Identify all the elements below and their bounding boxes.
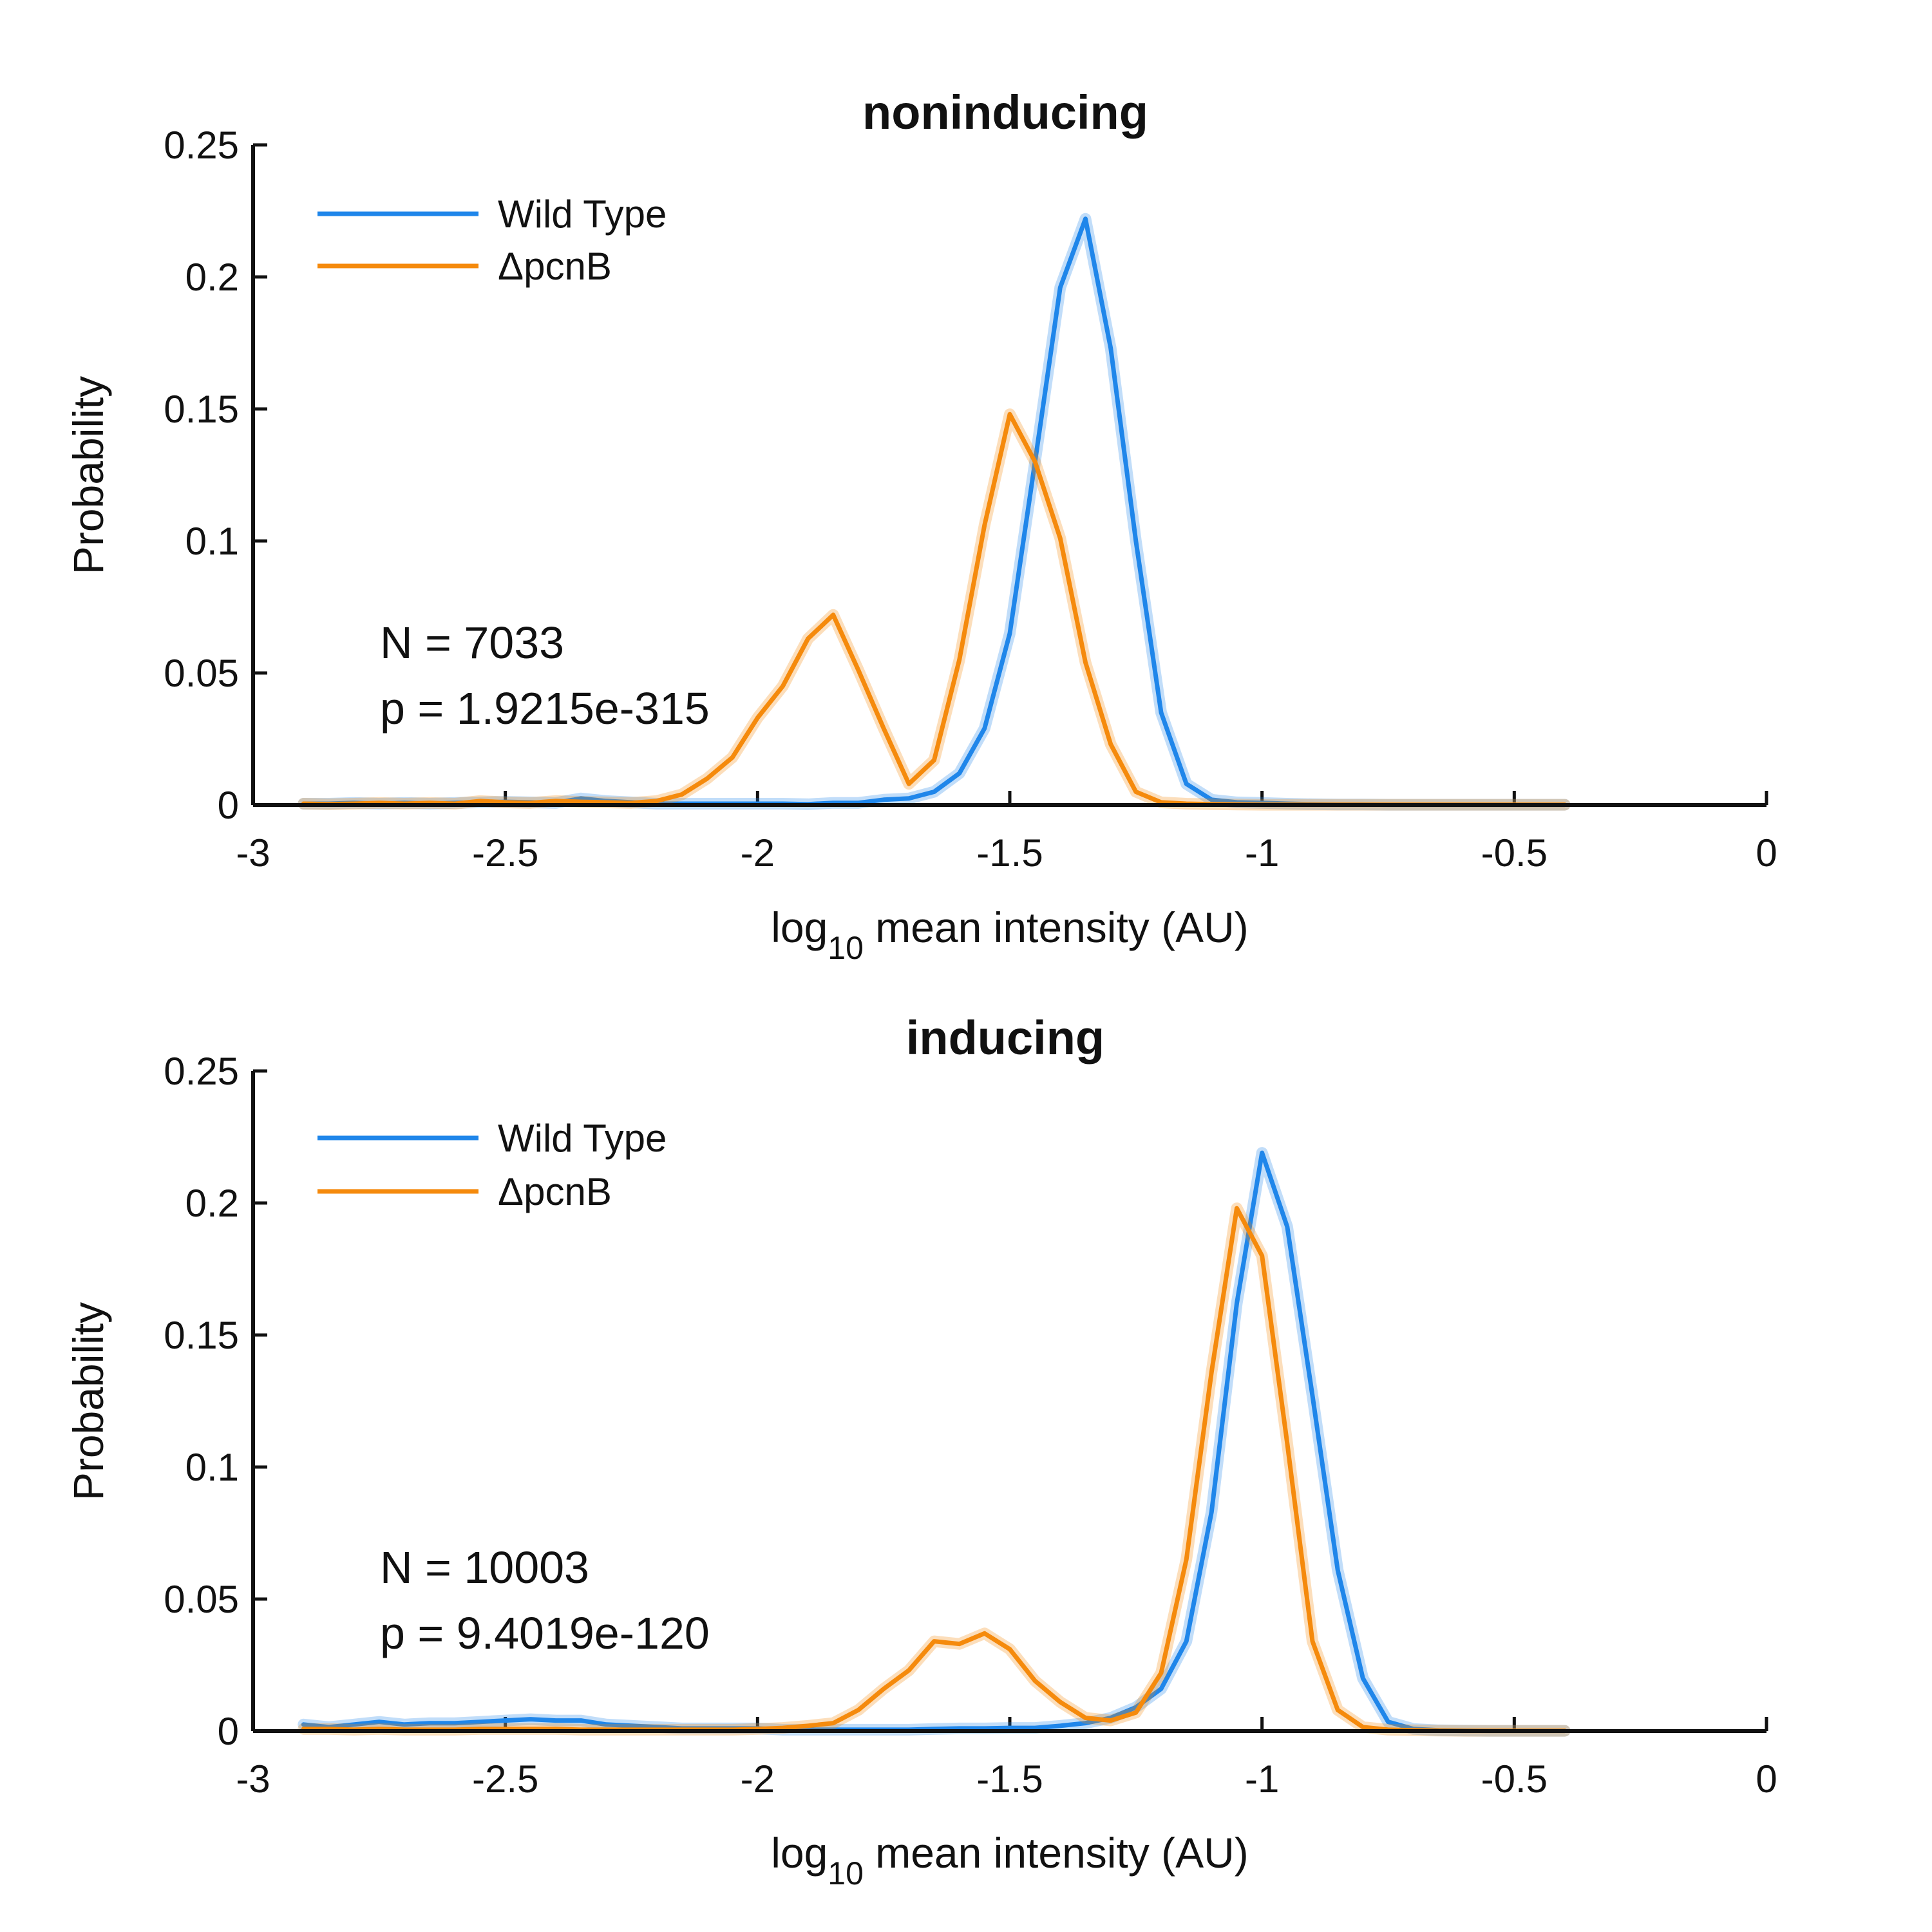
x-tick-label: -0.5 xyxy=(1481,831,1548,875)
chart-title: inducing xyxy=(906,1011,1104,1065)
y-tick-label: 0.05 xyxy=(164,1578,239,1621)
series-band-pcnb xyxy=(298,408,1571,811)
legend-label-wild-type: Wild Type xyxy=(498,193,667,236)
series-lines xyxy=(298,1147,1571,1737)
x-tick-label: -2.5 xyxy=(472,831,538,875)
x-tick-label: -1.5 xyxy=(976,1757,1043,1801)
y-tick-label: 0.25 xyxy=(164,124,239,167)
x-axis-label-rest: mean intensity (AU) xyxy=(864,904,1249,951)
x-tick-label: 0 xyxy=(1756,1757,1777,1801)
x-tick-label: -0.5 xyxy=(1481,1757,1548,1801)
x-axis-label-sub: 10 xyxy=(828,930,864,966)
x-axis-label-log: log xyxy=(771,904,828,951)
legend-label-pcnb: ΔpcnB xyxy=(498,1170,612,1213)
annotation-p: p = 9.4019e-120 xyxy=(380,1608,710,1658)
panel-noninducing: noninducing 0 0.05 0.1 0.15 0.2 0.25 -3 -2.5 -2… xyxy=(64,86,1777,966)
legend: Wild Type ΔpcnB xyxy=(317,193,667,288)
x-axis-label-log: log xyxy=(771,1829,828,1877)
y-tick-label: 0.15 xyxy=(164,388,239,431)
y-tick-label: 0 xyxy=(218,784,239,827)
x-axis-label: log10 mean intensity (AU) xyxy=(771,904,1249,966)
y-tick-label: 0.2 xyxy=(185,256,239,299)
legend: Wild Type ΔpcnB xyxy=(317,1117,667,1213)
y-tick-label: 0.1 xyxy=(185,1446,239,1489)
x-tick-label: -3 xyxy=(236,831,270,875)
x-tick-label: -1.5 xyxy=(976,831,1043,875)
legend-label-wild-type: Wild Type xyxy=(498,1117,667,1160)
legend-label-pcnb: ΔpcnB xyxy=(498,245,612,288)
x-tick-label: -2 xyxy=(741,1757,775,1801)
y-axis-label: Probability xyxy=(64,376,112,574)
x-tick-label: -2 xyxy=(741,831,775,875)
x-tick-label: -1 xyxy=(1245,831,1279,875)
x-axis-label-sub: 10 xyxy=(828,1855,864,1891)
x-tick-label: -1 xyxy=(1245,1757,1279,1801)
annotation-n: N = 7033 xyxy=(380,618,564,668)
annotation-p: p = 1.9215e-315 xyxy=(380,683,710,734)
chart-title: noninducing xyxy=(862,86,1148,139)
y-tick-label: 0 xyxy=(218,1710,239,1753)
x-axis-label-rest: mean intensity (AU) xyxy=(864,1829,1249,1877)
y-axis-ticks: 0 0.05 0.1 0.15 0.2 0.25 xyxy=(164,124,267,827)
y-tick-label: 0.25 xyxy=(164,1050,239,1093)
y-tick-label: 0.1 xyxy=(185,520,239,563)
panel-inducing: inducing 0 0.05 0.1 0.15 0.2 0.25 -3 -2.5 -2 -1.… xyxy=(64,1011,1777,1891)
x-axis-label: log10 mean intensity (AU) xyxy=(771,1829,1249,1891)
y-axis-label: Probability xyxy=(64,1302,112,1501)
series-line-wild-type xyxy=(301,1150,1567,1734)
x-axis-ticks: -3 -2.5 -2 -1.5 -1 -0.5 0 xyxy=(236,1717,1777,1801)
x-tick-label: -3 xyxy=(236,1757,270,1801)
x-tick-label: -2.5 xyxy=(472,1757,538,1801)
series-line-pcnb xyxy=(301,1206,1567,1734)
x-axis-ticks: -3 -2.5 -2 -1.5 -1 -0.5 0 xyxy=(236,791,1777,875)
x-tick-label: 0 xyxy=(1756,831,1777,875)
y-tick-label: 0.15 xyxy=(164,1314,239,1357)
y-tick-label: 0.05 xyxy=(164,652,239,695)
annotation-n: N = 10003 xyxy=(380,1542,589,1593)
y-tick-label: 0.2 xyxy=(185,1182,239,1225)
